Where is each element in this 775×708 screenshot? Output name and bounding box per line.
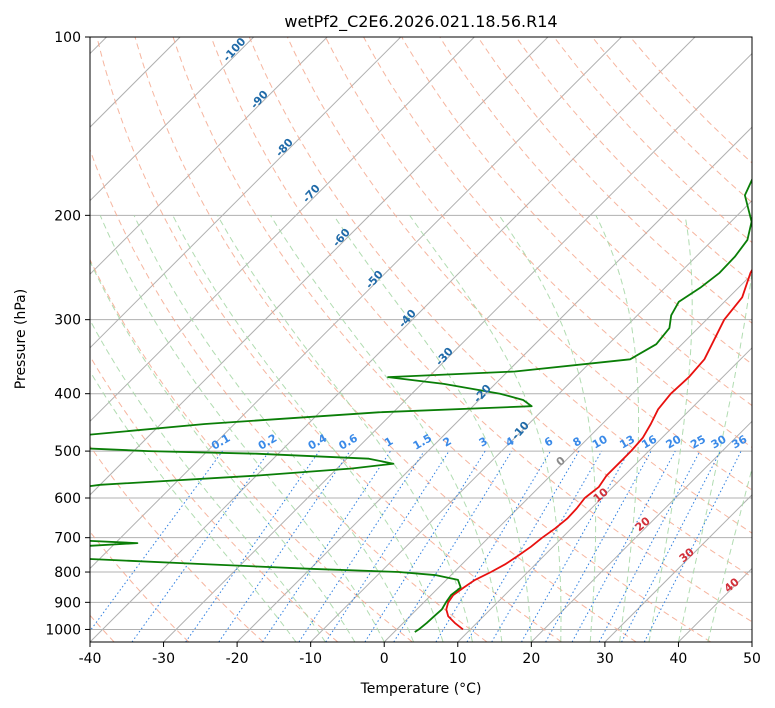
x-tick-label: 0 — [380, 651, 389, 667]
mixing-ratio-line — [521, 450, 630, 642]
moist-adiabat-line — [498, 215, 597, 642]
moist-adiabat-line — [90, 319, 326, 642]
moist-adiabat-line — [333, 215, 532, 642]
dry-adiabat-line — [90, 258, 413, 642]
mixing-ratio-line — [571, 450, 676, 642]
dry-adiabat-line — [363, 37, 752, 449]
temperature-curve — [445, 268, 752, 631]
moist-adiabat-line — [172, 215, 444, 642]
isotherm-line — [90, 37, 696, 642]
mixing-ratio-line — [325, 450, 450, 642]
moist-adiabat-line — [99, 215, 385, 642]
moist-adiabat-line — [595, 215, 640, 642]
y-tick-label: 900 — [54, 595, 81, 611]
sounding-series — [90, 177, 752, 633]
x-tick-label: 20 — [522, 651, 540, 667]
mixing-ratio-line — [435, 450, 551, 642]
dewpoint-curve — [90, 177, 752, 633]
mixing-ratio-line — [218, 450, 351, 642]
moist-adiabat-line — [217, 215, 473, 642]
moist-adiabat-line — [677, 269, 752, 642]
isotherm-line — [90, 37, 255, 202]
isotherm-line — [90, 37, 622, 570]
moist-adiabat-line — [409, 215, 562, 642]
dry-adiabat-line — [90, 445, 264, 642]
y-tick-label: 800 — [54, 565, 81, 581]
x-tick-label: 40 — [670, 651, 688, 667]
dry-adiabat-line — [401, 37, 752, 407]
chart-title: wetPf2_C2E6.2026.021.18.56.R14 — [284, 12, 557, 32]
x-tick-label: 30 — [596, 651, 614, 667]
isotherm-line — [236, 126, 752, 642]
isotherm-line — [90, 37, 328, 275]
dry-adiabat-line — [172, 37, 712, 642]
isotherm-line — [163, 52, 752, 642]
y-tick-label: 300 — [54, 313, 81, 329]
isotherm-line — [90, 37, 475, 423]
axes: -40 -30 -20 -10 0 10 20 30 40 50 1000 900 800 700 600 5… — [45, 30, 761, 667]
dry-adiabat-line — [134, 37, 637, 642]
dry-adiabat-line — [477, 37, 752, 324]
moist-adiabat-line — [133, 215, 415, 642]
isotherm-line — [530, 420, 752, 642]
isotherm-line — [90, 37, 402, 349]
dry-adiabat-line — [286, 37, 752, 534]
y-tick-label: 100 — [54, 30, 81, 46]
y-tick-label: 700 — [54, 531, 81, 547]
y-tick-label: 200 — [54, 208, 81, 224]
moist-adiabat-line — [270, 215, 503, 642]
dry-adiabat-line — [325, 37, 752, 491]
mixing-ratio-line — [545, 450, 652, 642]
plot-area — [90, 37, 752, 642]
moist-adiabat-line — [648, 215, 693, 642]
x-tick-label: -10 — [299, 651, 322, 667]
dry-adiabat-line — [210, 37, 752, 623]
grid-lines — [90, 37, 752, 642]
mixing-ratio-line — [466, 450, 580, 642]
y-tick-label: 1000 — [45, 622, 81, 638]
x-tick-label: 50 — [743, 651, 761, 667]
dry-adiabat-line — [591, 37, 752, 204]
dry-adiabat-line — [248, 37, 752, 578]
mixing-ratio-line — [393, 450, 513, 642]
mixing-ratio-line — [185, 450, 320, 642]
moist-adiabat-line — [90, 260, 356, 642]
y-tick-label: 500 — [54, 444, 81, 460]
moist-adiabat-line — [90, 370, 297, 642]
y-tick-label: 400 — [54, 387, 81, 403]
y-axis-label: Pressure (hPa) — [13, 289, 29, 389]
x-tick-label: -20 — [226, 651, 249, 667]
plot-frame — [89, 36, 753, 643]
dry-adiabat-line — [629, 37, 752, 164]
isotherm-line — [90, 37, 549, 496]
dry-adiabat-line — [96, 37, 562, 642]
x-tick-label: -30 — [152, 651, 175, 667]
isotherm-line — [383, 273, 752, 642]
x-tick-label: 10 — [449, 651, 467, 667]
y-tick-label: 600 — [54, 491, 81, 507]
x-tick-label: -40 — [79, 651, 102, 667]
isotherm-line — [457, 347, 752, 642]
mixing-ratio-line — [364, 450, 486, 642]
isotherm-line — [604, 494, 752, 642]
mixing-ratio-line — [491, 450, 603, 642]
x-axis-label: Temperature (°C) — [360, 681, 482, 697]
